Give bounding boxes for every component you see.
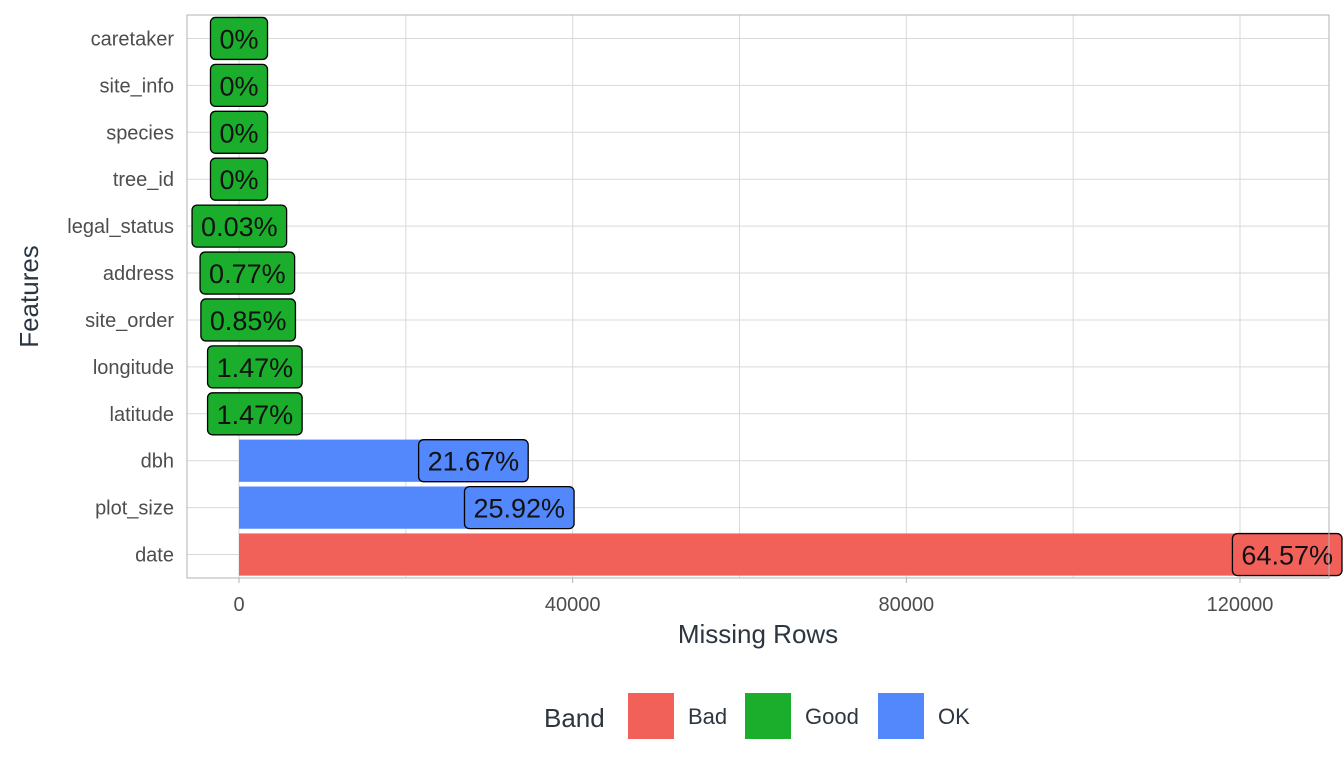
data-label-box: [206, 392, 303, 436]
x-tick-label: 40000: [545, 594, 601, 616]
x-tick-label: 80000: [879, 594, 935, 616]
x-tick-label: 120000: [1207, 594, 1274, 616]
data-label-caretaker: 0%: [209, 16, 269, 61]
data-label-address: 0.77%: [199, 251, 296, 295]
y-tick-label: plot_size: [95, 498, 174, 520]
bar-date: [239, 533, 1324, 576]
data-label-box: [206, 345, 303, 389]
data-label-species: 0%: [209, 110, 269, 154]
data-label-site_order: 0.85%: [200, 298, 297, 342]
y-tick-label: site_order: [85, 310, 174, 332]
data-label-site_info: 0%: [209, 63, 269, 108]
data-label-text: 0.03%: [201, 212, 278, 242]
bars: [239, 205, 1324, 576]
x-axis-title: Missing Rows: [678, 619, 838, 649]
data-label-tree_id: 0%: [209, 157, 269, 201]
y-tick-label: species: [106, 122, 174, 144]
data-label-text: 25.92%: [473, 494, 565, 524]
data-label-box: [209, 157, 269, 201]
y-tick-label: tree_id: [113, 169, 174, 191]
data-label-box: [209, 63, 269, 108]
legend-key-ok: [878, 693, 924, 739]
y-tick-label: site_info: [100, 75, 175, 97]
data-label-latitude: 1.47%: [206, 392, 303, 436]
data-label-dbh: 21.67%: [417, 439, 529, 483]
data-label-text: 0.85%: [210, 306, 287, 336]
data-label-longitude: 1.47%: [206, 345, 303, 389]
y-tick-label: latitude: [110, 404, 175, 426]
y-axis-title: Features: [14, 245, 44, 348]
legend-label: Good: [805, 704, 859, 729]
data-label-text: 0%: [219, 71, 258, 101]
y-tick-label: dbh: [141, 451, 174, 473]
x-tick-labels: 0 40000 80000 120000: [233, 578, 1273, 616]
panel-border: [186, 14, 1330, 579]
grid-lines: [187, 15, 1329, 578]
legend-title: Band: [544, 703, 605, 733]
data-label-box: [209, 16, 269, 61]
data-label-box: [1231, 532, 1343, 577]
data-label-box: [199, 251, 296, 295]
data-label-text: 1.47%: [217, 400, 294, 430]
legend: Band Bad Good OK: [544, 693, 970, 739]
data-label-text: 0%: [219, 118, 258, 148]
data-label-box: [463, 485, 575, 530]
data-labels: 0% 0% 0% 0% 0.03% 0.77% 0.85% 1.47% 1.47% 21.67% 2…: [191, 16, 1343, 577]
data-label-box: [191, 204, 288, 248]
data-label-legal_status: 0.03%: [191, 204, 288, 248]
y-tick-label: caretaker: [91, 28, 175, 50]
data-label-box: [200, 298, 297, 342]
legend-label: Bad: [688, 704, 727, 729]
y-tick-label: legal_status: [67, 216, 174, 238]
legend-label: OK: [938, 704, 970, 729]
legend-key-good: [745, 693, 791, 739]
y-tick-label: address: [103, 263, 174, 285]
y-tick-label: longitude: [93, 357, 174, 379]
data-label-text: 64.57%: [1241, 541, 1333, 571]
data-label-box: [209, 110, 269, 154]
data-label-text: 21.67%: [428, 447, 520, 477]
data-label-text: 0%: [219, 24, 258, 54]
legend-key-bad: [628, 693, 674, 739]
data-label-date: 64.57%: [1231, 532, 1343, 577]
data-label-text: 0.77%: [209, 259, 286, 289]
y-tick-label: date: [135, 545, 174, 567]
data-label-plot_size: 25.92%: [463, 485, 575, 530]
x-tick-label: 0: [233, 594, 244, 616]
data-label-text: 0%: [219, 165, 258, 195]
data-label-text: 1.47%: [217, 353, 294, 383]
data-label-box: [417, 439, 529, 483]
